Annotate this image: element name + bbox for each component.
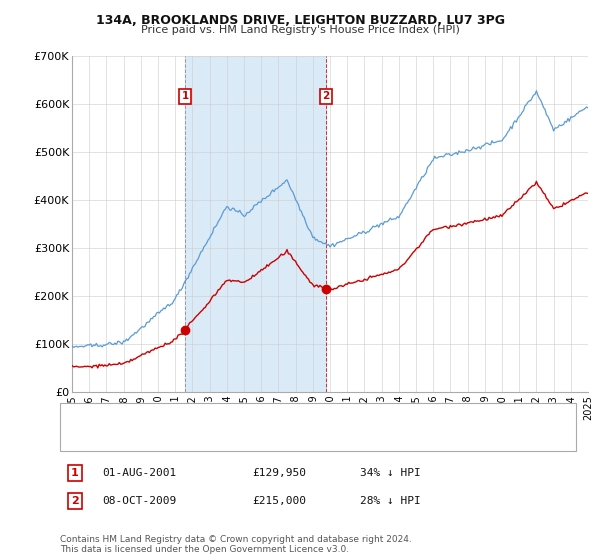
Text: £129,950: £129,950 xyxy=(252,468,306,478)
Text: 1: 1 xyxy=(182,91,189,101)
Text: ——: —— xyxy=(75,409,100,423)
Text: 28% ↓ HPI: 28% ↓ HPI xyxy=(360,496,421,506)
Text: Price paid vs. HM Land Registry's House Price Index (HPI): Price paid vs. HM Land Registry's House … xyxy=(140,25,460,35)
Text: £215,000: £215,000 xyxy=(252,496,306,506)
Text: 1: 1 xyxy=(71,468,79,478)
Text: ——: —— xyxy=(75,431,100,445)
Text: 2: 2 xyxy=(71,496,79,506)
Text: 34% ↓ HPI: 34% ↓ HPI xyxy=(360,468,421,478)
Text: 01-AUG-2001: 01-AUG-2001 xyxy=(102,468,176,478)
Text: 08-OCT-2009: 08-OCT-2009 xyxy=(102,496,176,506)
Text: HPI: Average price, detached house, Central Bedfordshire: HPI: Average price, detached house, Cent… xyxy=(101,433,402,443)
Text: 134A, BROOKLANDS DRIVE, LEIGHTON BUZZARD, LU7 3PG: 134A, BROOKLANDS DRIVE, LEIGHTON BUZZARD… xyxy=(95,14,505,27)
Text: 2: 2 xyxy=(322,91,329,101)
Text: Contains HM Land Registry data © Crown copyright and database right 2024.
This d: Contains HM Land Registry data © Crown c… xyxy=(60,535,412,554)
Text: 134A, BROOKLANDS DRIVE, LEIGHTON BUZZARD, LU7 3PG (detached house): 134A, BROOKLANDS DRIVE, LEIGHTON BUZZARD… xyxy=(101,411,502,421)
Bar xyxy=(185,56,326,392)
